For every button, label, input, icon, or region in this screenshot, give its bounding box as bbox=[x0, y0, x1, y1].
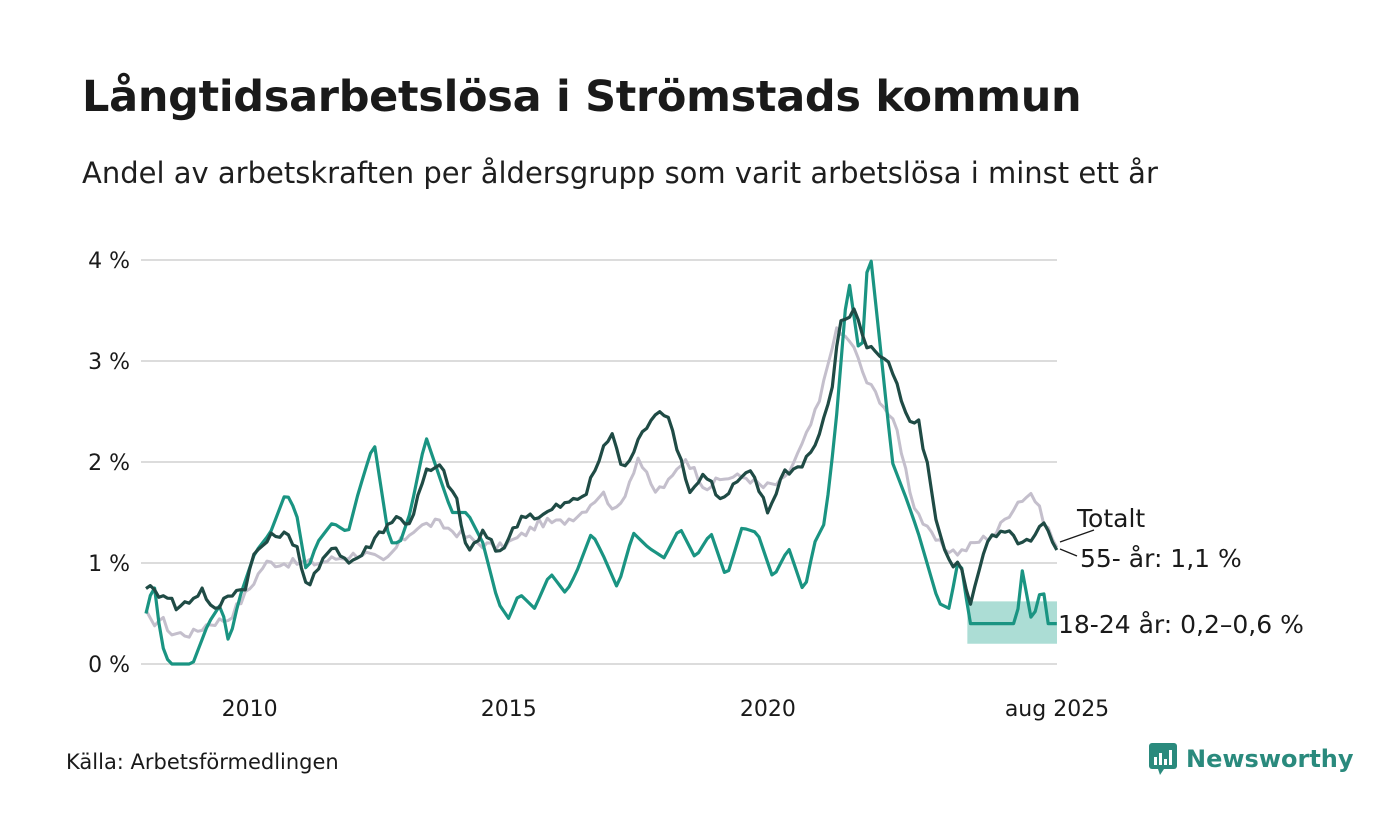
newsworthy-logo-icon bbox=[1149, 743, 1177, 775]
y-axis-labels: 0 % 1 % 2 % 3 % 4 % bbox=[88, 249, 130, 678]
x-tick-label: aug 2025 bbox=[1005, 697, 1109, 722]
x-axis-labels: 2010 2015 2020 aug 2025 bbox=[222, 697, 1110, 722]
series-lines bbox=[144, 259, 1059, 666]
series-line-55plus bbox=[145, 307, 1059, 612]
brand-logo: Newsworthy bbox=[1148, 742, 1354, 776]
series-line-totalt bbox=[144, 326, 1059, 639]
y-tick-label: 1 % bbox=[88, 552, 130, 577]
leader-line-55plus bbox=[1059, 548, 1078, 557]
chart-subtitle: Andel av arbetskraften per åldersgrupp s… bbox=[82, 156, 1158, 190]
source-note: Källa: Arbetsförmedlingen bbox=[66, 750, 339, 774]
x-tick-label: 2010 bbox=[222, 697, 278, 722]
x-tick-label: 2020 bbox=[740, 697, 796, 722]
brand-name: Newsworthy bbox=[1186, 745, 1354, 773]
y-tick-label: 4 % bbox=[88, 249, 130, 274]
series-end-labels: Totalt 55- år: 1,1 % 18-24 år: 0,2–0,6 % bbox=[1058, 504, 1304, 639]
end-label-totalt: Totalt bbox=[1076, 504, 1145, 533]
x-tick-label: 2015 bbox=[481, 697, 537, 722]
y-tick-label: 0 % bbox=[88, 653, 130, 678]
end-label-55plus: 55- år: 1,1 % bbox=[1080, 544, 1242, 573]
leader-line-totalt bbox=[1059, 529, 1095, 543]
end-label-18-24: 18-24 år: 0,2–0,6 % bbox=[1058, 610, 1304, 639]
series-line-18-24 bbox=[144, 259, 1057, 666]
chart-title: Långtidsarbetslösa i Strömstads kommun bbox=[82, 72, 1082, 122]
y-tick-label: 2 % bbox=[88, 451, 130, 476]
y-tick-label: 3 % bbox=[88, 350, 130, 375]
